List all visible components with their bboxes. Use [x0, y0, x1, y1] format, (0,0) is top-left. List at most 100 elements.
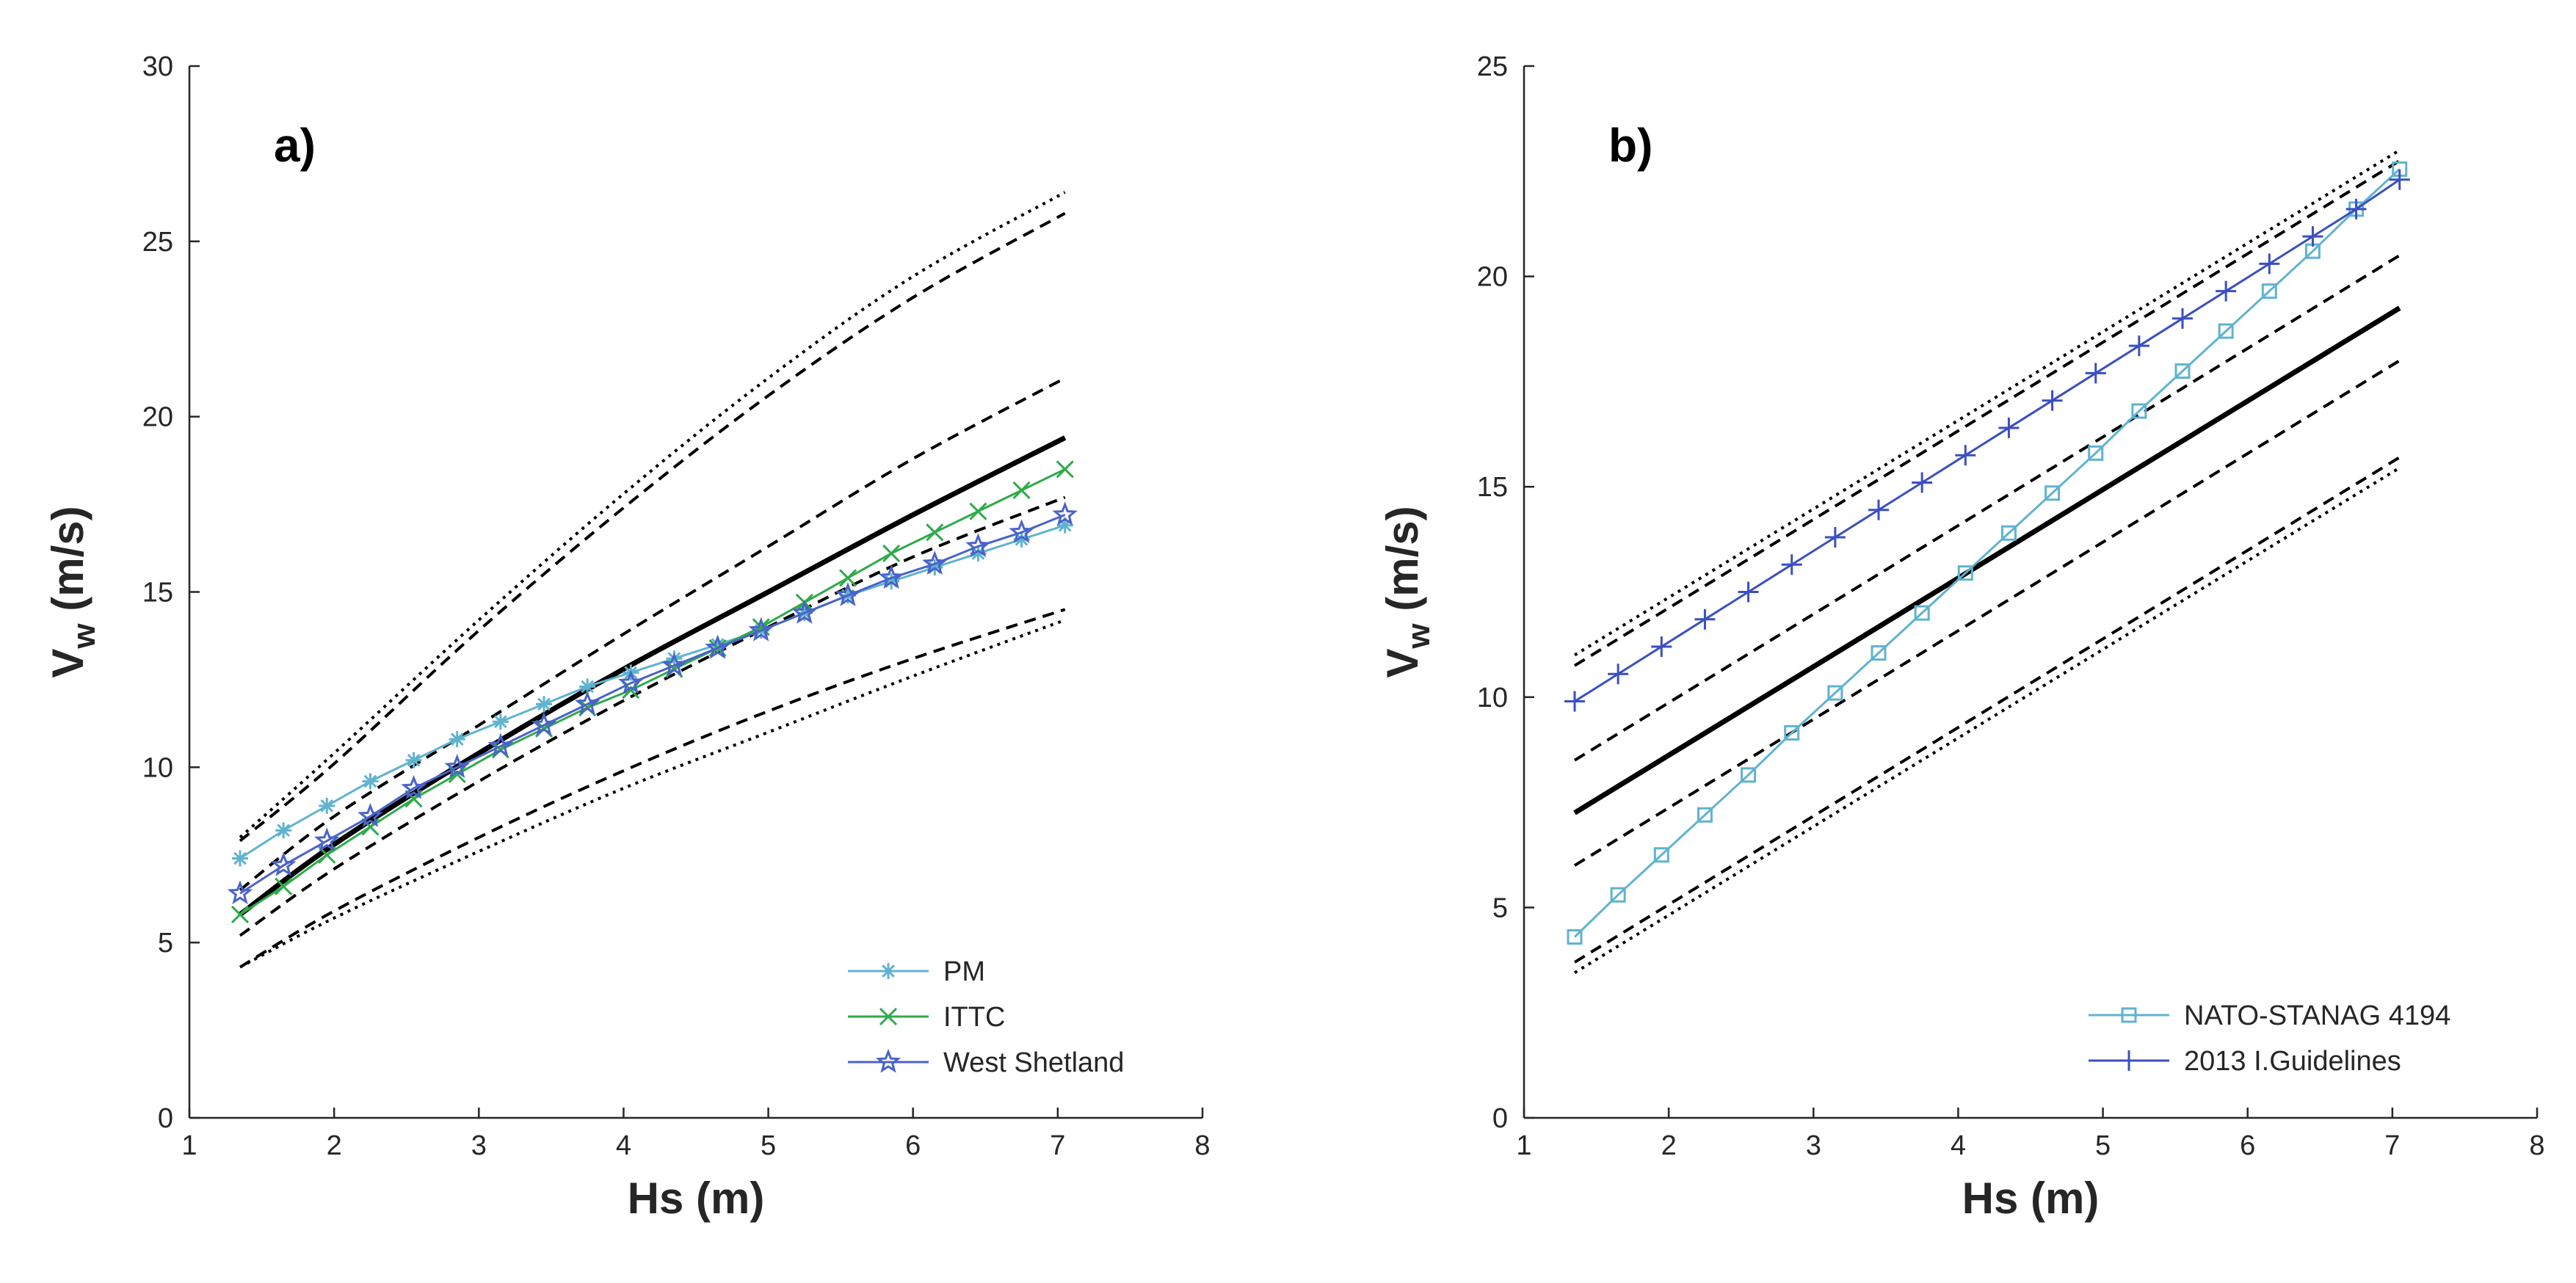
- band-dotted-lower: [239, 618, 1066, 969]
- series-nato-stanag-4194: [1567, 161, 2408, 945]
- data-point: [1741, 767, 1757, 783]
- y-tick-label: 15: [142, 578, 173, 608]
- band-dotted-upper: [239, 191, 1066, 839]
- data-point: [791, 600, 818, 624]
- data-point: [2172, 308, 2193, 329]
- legend-entry: NATO-STANAG 4194: [2089, 1000, 2450, 1031]
- x-tick-label: 8: [2529, 1130, 2544, 1161]
- data-point: [926, 523, 944, 542]
- data-point: [2045, 485, 2061, 501]
- y-axis-label-unit: (m/s): [43, 506, 92, 623]
- data-point: [1608, 664, 1629, 685]
- x-tick-label: 7: [1050, 1130, 1065, 1161]
- data-point: [2216, 280, 2237, 302]
- band-dashed-outer-lower: [1573, 456, 2401, 964]
- data-point: [319, 797, 335, 814]
- data-point: [2174, 363, 2191, 379]
- data-point: [487, 733, 514, 757]
- y-tick-label: 10: [142, 752, 173, 783]
- data-point: [232, 850, 248, 867]
- series-line: [239, 468, 1066, 916]
- data-point: [969, 502, 987, 520]
- y-tick-label: 0: [158, 1103, 173, 1134]
- legend: PM ITTC West Shetland: [848, 956, 1124, 1078]
- data-point: [1998, 417, 2020, 438]
- legend-marker: [875, 1048, 901, 1073]
- band-dotted-upper: [1573, 148, 2401, 657]
- data-point: [275, 877, 293, 895]
- legend-marker: [880, 963, 896, 979]
- y-axis-label-subscript: w: [1401, 623, 1437, 650]
- x-tick-label: 5: [761, 1130, 776, 1161]
- data-point: [748, 617, 774, 642]
- data-point: [492, 713, 509, 730]
- data-point: [1564, 691, 1585, 712]
- data-point: [2261, 283, 2277, 299]
- legend-label: PM: [943, 956, 985, 987]
- data-point: [705, 634, 730, 659]
- data-point: [1784, 725, 1800, 741]
- data-point: [231, 905, 250, 924]
- data-point: [449, 731, 465, 748]
- x-tick-label: 6: [2240, 1130, 2255, 1161]
- data-point: [1914, 605, 1930, 621]
- legend-label: NATO-STANAG 4194: [2184, 1000, 2450, 1031]
- data-point: [2128, 335, 2149, 357]
- data-point: [1567, 929, 1583, 945]
- data-point: [405, 752, 422, 768]
- y-tick-label: 30: [142, 51, 173, 82]
- y-tick-label: 0: [1492, 1103, 1508, 1134]
- y-tick-label: 25: [1477, 51, 1508, 82]
- data-point: [2259, 253, 2280, 275]
- series-line: [239, 514, 1066, 895]
- data-point: [270, 851, 297, 876]
- band-central: [238, 435, 1067, 917]
- band-dashed-inner-lower: [239, 495, 1066, 937]
- data-point: [1012, 481, 1031, 500]
- data-point: [1781, 554, 1802, 575]
- band-dashed-outer-upper: [1573, 159, 2401, 667]
- data-point: [1651, 636, 1672, 658]
- x-tick-label: 4: [1951, 1130, 1966, 1161]
- y-tick-label: 25: [142, 227, 173, 258]
- y-axis-label-main: V: [1378, 649, 1427, 678]
- band-dashed-inner-lower: [1573, 359, 2401, 867]
- data-point: [2042, 390, 2063, 411]
- x-tick-label: 8: [1194, 1130, 1210, 1161]
- x-tick-label: 2: [1661, 1130, 1677, 1161]
- x-tick-label: 1: [1516, 1130, 1531, 1161]
- y-tick-label: 20: [1477, 262, 1508, 293]
- data-point: [1827, 685, 1843, 701]
- data-point: [314, 827, 340, 852]
- data-point: [2000, 525, 2017, 541]
- legend: NATO-STANAG 4194 2013 I.Guidelines: [2089, 1000, 2450, 1077]
- data-point: [1738, 581, 1759, 603]
- y-tick-label: 5: [158, 928, 173, 959]
- data-point: [2389, 169, 2410, 190]
- data-point: [1610, 887, 1626, 903]
- data-point: [2131, 403, 2147, 419]
- legend-marker: [2121, 1007, 2137, 1023]
- data-point: [2085, 363, 2106, 384]
- x-tick-label: 6: [905, 1130, 921, 1161]
- legend-marker: [2119, 1050, 2139, 1071]
- legend-entry: ITTC: [848, 1002, 1005, 1033]
- data-point: [882, 544, 901, 563]
- band-dashed-outer-upper: [239, 211, 1066, 843]
- data-point: [1871, 645, 1887, 661]
- series-2013-i-guidelines: [1564, 169, 2410, 712]
- data-point: [1056, 460, 1074, 479]
- x-tick-label: 2: [327, 1130, 342, 1161]
- panel-a: 1 2 3 4 5 6 7 8 0 5 10 15 20 25 30 Hs (m) Vw (m/s) a) PM IT…: [43, 51, 1211, 1223]
- data-point: [2345, 198, 2367, 219]
- data-point: [444, 754, 470, 779]
- x-tick-label: 1: [181, 1130, 197, 1161]
- data-point: [838, 569, 857, 587]
- y-tick-label: 5: [1492, 893, 1508, 923]
- y-axis-label-unit: (m/s): [1378, 506, 1427, 623]
- series-pm: [232, 517, 1073, 867]
- data-point: [1653, 847, 1669, 863]
- band-dashed-outer-lower: [239, 608, 1066, 969]
- band-dotted-lower: [1573, 466, 2401, 974]
